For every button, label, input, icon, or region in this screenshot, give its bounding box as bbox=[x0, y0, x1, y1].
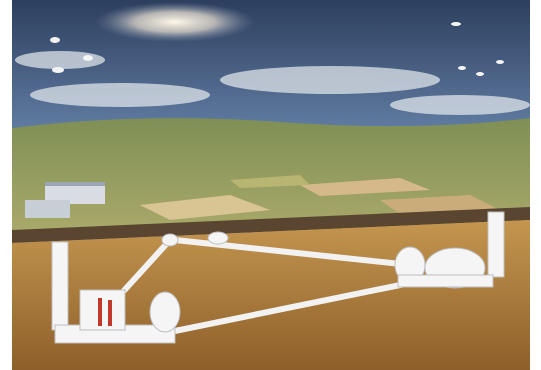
galaxy bbox=[95, 2, 255, 42]
clouds bbox=[15, 51, 530, 115]
detector-core bbox=[98, 298, 112, 326]
birds bbox=[50, 22, 504, 76]
fields-patches bbox=[140, 175, 500, 220]
building bbox=[25, 182, 105, 218]
ground-surface bbox=[12, 207, 530, 243]
stations bbox=[51, 211, 505, 344]
